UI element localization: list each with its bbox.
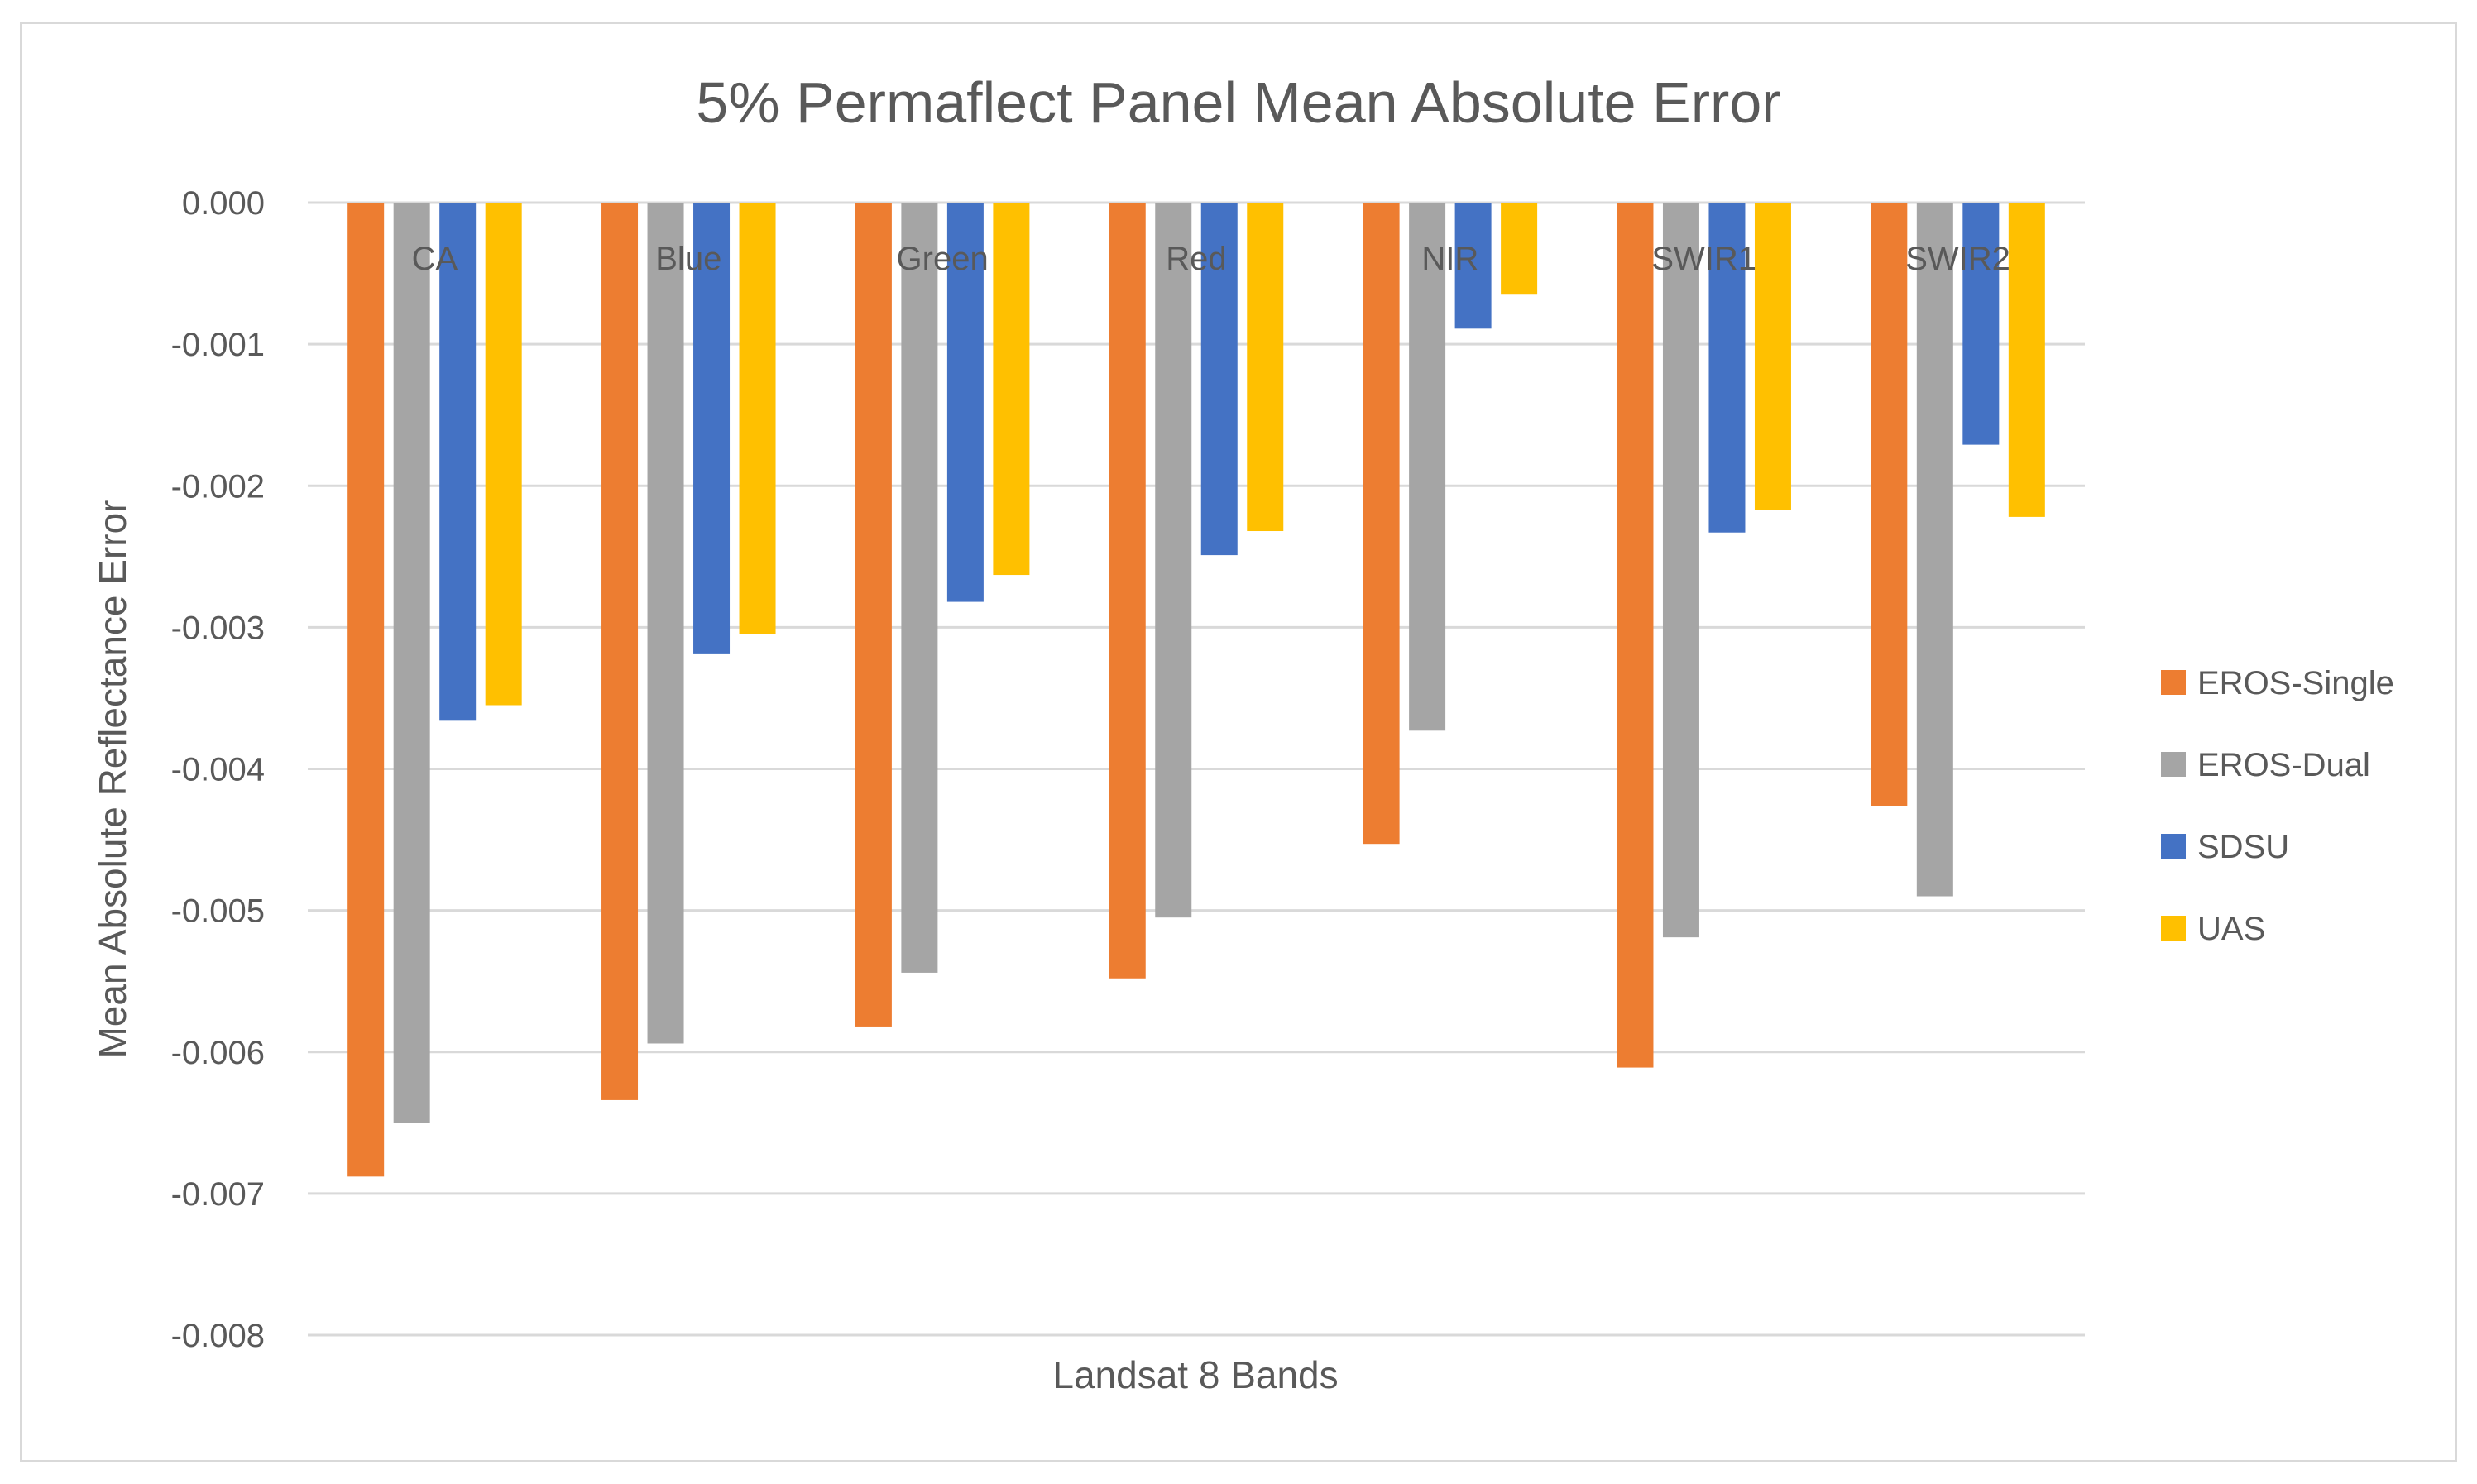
bar-eros-single-red (1109, 203, 1146, 979)
bar-eros-single-green (855, 203, 892, 1027)
category-label: Red (1166, 241, 1226, 277)
bar-eros-dual-red (1155, 203, 1192, 918)
bar-eros-single-nir (1363, 203, 1400, 845)
bar-sdsu-green (946, 203, 984, 602)
bar-eros-dual-blue (647, 203, 684, 1044)
legend-label: SDSU (2197, 829, 2289, 865)
category-label: CA (412, 241, 458, 277)
bar-sdsu-swir1 (1708, 203, 1746, 533)
legend-swatch (2161, 670, 2186, 695)
y-tick-label: -0.001 (171, 327, 265, 363)
bar-eros-single-swir2 (1871, 203, 1908, 806)
bar-sdsu-ca (439, 203, 477, 721)
bars (347, 203, 2045, 1177)
legend: EROS-Single EROS-Dual SDSU UAS (2161, 665, 2394, 947)
y-tick-label: -0.007 (171, 1176, 265, 1213)
bar-uas-red (1247, 203, 1284, 532)
category-label: Green (897, 241, 989, 277)
bar-uas-blue (739, 203, 776, 634)
bar-sdsu-nir (1454, 203, 1492, 329)
bar-eros-dual-swir2 (1916, 203, 1953, 897)
bar-sdsu-red (1200, 203, 1238, 556)
bar-sdsu-blue (693, 203, 731, 654)
bar-eros-dual-nir (1409, 203, 1446, 731)
y-tick-label: -0.008 (171, 1318, 265, 1354)
bar-uas-ca (485, 203, 522, 706)
bar-uas-swir1 (1754, 203, 1791, 510)
category-label: SWIR1 (1651, 241, 1756, 277)
category-label: Blue (655, 241, 721, 277)
y-tick-label: -0.002 (171, 468, 265, 505)
bar-eros-single-ca (347, 203, 385, 1177)
y-tick-label: -0.003 (171, 610, 265, 646)
legend-swatch (2161, 916, 2186, 941)
legend-label: EROS-Dual (2197, 747, 2370, 783)
legend-swatch (2161, 834, 2186, 859)
bar-eros-dual-swir1 (1662, 203, 1699, 938)
bar-eros-dual-ca (393, 203, 430, 1123)
chart-title: 5% Permaflect Panel Mean Absolute Error (696, 70, 1780, 135)
category-label: NIR (1421, 241, 1478, 277)
bar-eros-single-swir1 (1617, 203, 1654, 1068)
x-axis-label: Landsat 8 Bands (1052, 1353, 1338, 1396)
legend-label: UAS (2197, 911, 2265, 947)
bar-sdsu-swir2 (1962, 203, 2000, 445)
bar-eros-dual-green (901, 203, 938, 973)
legend-label: EROS-Single (2197, 665, 2394, 701)
category-label: SWIR2 (1905, 241, 2010, 277)
y-axis-ticks: 0.000 -0.001 -0.002 -0.003 -0.004 -0.005 -0.00… (171, 185, 265, 1354)
bar-uas-green (993, 203, 1030, 576)
y-axis-label: Mean Absolute Reflectance Error (91, 500, 134, 1058)
bar-uas-swir2 (2008, 203, 2045, 517)
bar-eros-single-blue (601, 203, 639, 1100)
legend-swatch (2161, 752, 2186, 777)
category-labels: CA Blue Green Red NIR SWIR1 SWIR2 (412, 241, 2010, 277)
y-tick-label: -0.005 (171, 893, 265, 930)
bar-uas-nir (1501, 203, 1538, 295)
y-tick-label: -0.004 (171, 752, 265, 788)
gridlines (308, 201, 2085, 1337)
y-tick-label: -0.006 (171, 1035, 265, 1071)
y-tick-label: 0.000 (182, 185, 265, 222)
